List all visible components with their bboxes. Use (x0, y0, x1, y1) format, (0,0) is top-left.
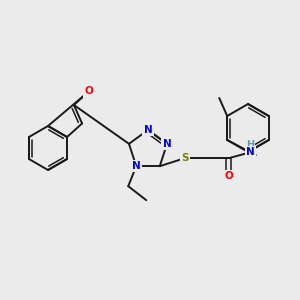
Text: S: S (181, 153, 188, 163)
Text: N: N (246, 147, 255, 157)
Text: N: N (132, 161, 141, 171)
Text: N: N (163, 139, 171, 149)
Text: H: H (246, 140, 254, 150)
Text: N: N (144, 125, 152, 135)
Text: O: O (224, 171, 233, 181)
Text: O: O (85, 86, 93, 96)
